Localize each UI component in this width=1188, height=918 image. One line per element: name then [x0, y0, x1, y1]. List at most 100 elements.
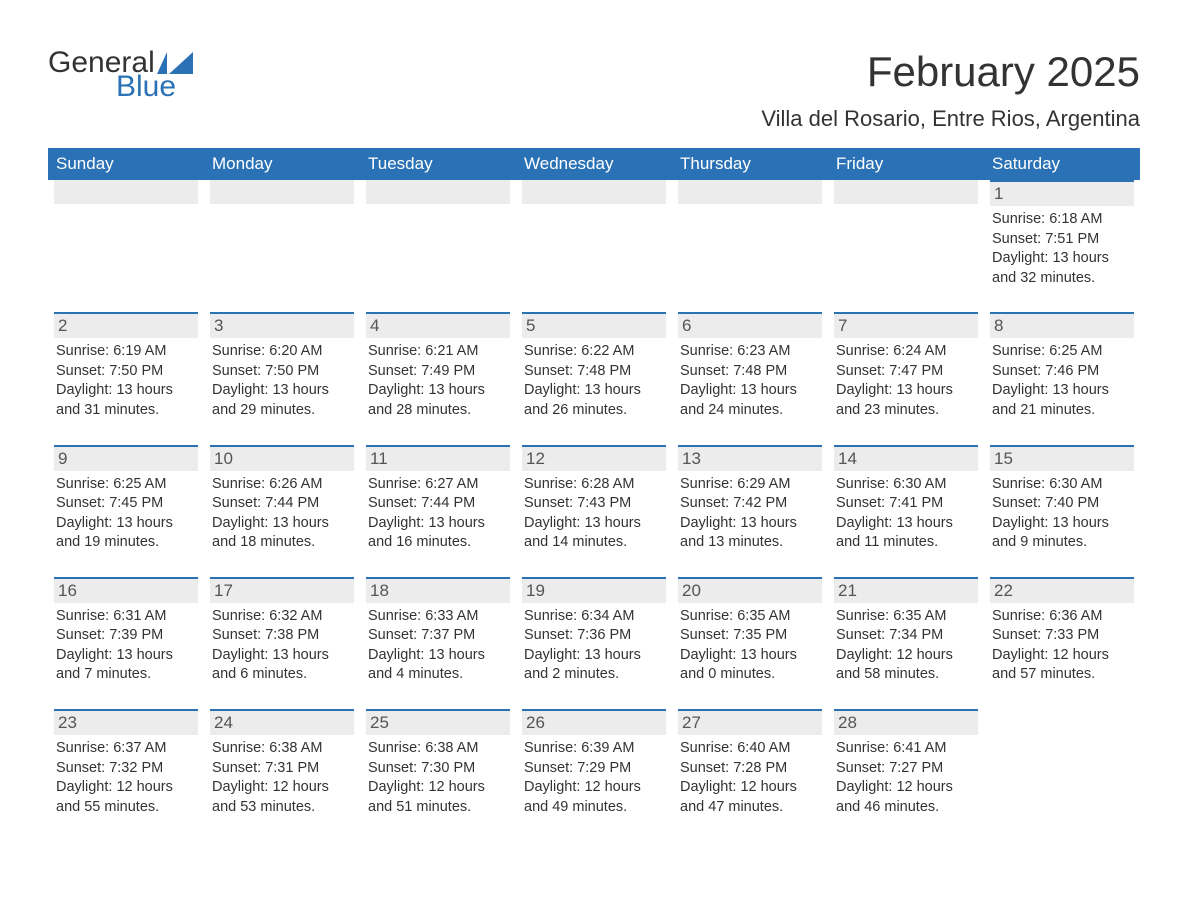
day-cell [672, 180, 828, 312]
day-cell: 27Sunrise: 6:40 AMSunset: 7:28 PMDayligh… [672, 709, 828, 841]
day-cell: 7 Sunrise: 6:24 AMSunset: 7:47 PMDaylight… [828, 312, 984, 444]
daylight-text: Daylight: 13 hours and 21 minutes. [992, 381, 1132, 420]
day-cell: 22Sunrise: 6:36 AMSunset: 7:33 PMDayligh… [984, 577, 1140, 709]
day-cell: 10Sunrise: 6:26 AMSunset: 7:44 PMDayligh… [204, 445, 360, 577]
day-info: Sunrise: 6:38 AMSunset: 7:31 PMDaylight:… [210, 739, 354, 817]
sunset-text: Sunset: 7:38 PM [212, 626, 352, 646]
weekday-monday: Monday [204, 148, 360, 180]
day-info: Sunrise: 6:25 AMSunset: 7:46 PMDaylight:… [990, 342, 1134, 420]
daylight-text: Daylight: 12 hours and 51 minutes. [368, 778, 508, 817]
day-number: 22 [990, 577, 1134, 603]
day-info: Sunrise: 6:29 AMSunset: 7:42 PMDaylight:… [678, 475, 822, 553]
day-cell: 5 Sunrise: 6:22 AMSunset: 7:48 PMDaylight… [516, 312, 672, 444]
day-cell: 14Sunrise: 6:30 AMSunset: 7:41 PMDayligh… [828, 445, 984, 577]
daylight-text: Daylight: 13 hours and 6 minutes. [212, 646, 352, 685]
weeks-container: 1Sunrise: 6:18 AMSunset: 7:51 PMDaylight… [48, 180, 1140, 841]
sunrise-text: Sunrise: 6:27 AM [368, 475, 508, 495]
sunset-text: Sunset: 7:44 PM [212, 494, 352, 514]
daylight-text: Daylight: 13 hours and 18 minutes. [212, 514, 352, 553]
day-number: 11 [366, 445, 510, 471]
sunrise-text: Sunrise: 6:20 AM [212, 342, 352, 362]
day-number [210, 180, 354, 204]
day-info: Sunrise: 6:22 AMSunset: 7:48 PMDaylight:… [522, 342, 666, 420]
week-row: 9 Sunrise: 6:25 AMSunset: 7:45 PMDaylight… [48, 445, 1140, 577]
sunrise-text: Sunrise: 6:36 AM [992, 607, 1132, 627]
sunset-text: Sunset: 7:50 PM [212, 362, 352, 382]
day-info: Sunrise: 6:34 AMSunset: 7:36 PMDaylight:… [522, 607, 666, 685]
day-number: 8 [990, 312, 1134, 338]
sunrise-text: Sunrise: 6:41 AM [836, 739, 976, 759]
day-cell: 20Sunrise: 6:35 AMSunset: 7:35 PMDayligh… [672, 577, 828, 709]
day-number [522, 180, 666, 204]
day-number: 9 [54, 445, 198, 471]
daylight-text: Daylight: 13 hours and 23 minutes. [836, 381, 976, 420]
day-number [366, 180, 510, 204]
sunset-text: Sunset: 7:48 PM [524, 362, 664, 382]
day-info: Sunrise: 6:20 AMSunset: 7:50 PMDaylight:… [210, 342, 354, 420]
day-info: Sunrise: 6:24 AMSunset: 7:47 PMDaylight:… [834, 342, 978, 420]
day-info: Sunrise: 6:19 AMSunset: 7:50 PMDaylight:… [54, 342, 198, 420]
day-cell: 4Sunrise: 6:21 AMSunset: 7:49 PMDaylight… [360, 312, 516, 444]
day-number [834, 180, 978, 204]
day-info: Sunrise: 6:28 AMSunset: 7:43 PMDaylight:… [522, 475, 666, 553]
day-number: 10 [210, 445, 354, 471]
day-cell: 24Sunrise: 6:38 AMSunset: 7:31 PMDayligh… [204, 709, 360, 841]
logo: General Blue [48, 48, 193, 102]
sunrise-text: Sunrise: 6:19 AM [56, 342, 196, 362]
sunrise-text: Sunrise: 6:30 AM [836, 475, 976, 495]
day-number: 6 [678, 312, 822, 338]
day-info: Sunrise: 6:35 AMSunset: 7:34 PMDaylight:… [834, 607, 978, 685]
title-block: February 2025 Villa del Rosario, Entre R… [761, 48, 1140, 132]
day-info: Sunrise: 6:40 AMSunset: 7:28 PMDaylight:… [678, 739, 822, 817]
sunset-text: Sunset: 7:47 PM [836, 362, 976, 382]
day-number [54, 180, 198, 204]
weekday-wednesday: Wednesday [516, 148, 672, 180]
day-number: 5 [522, 312, 666, 338]
day-cell: 2 Sunrise: 6:19 AMSunset: 7:50 PMDaylight… [48, 312, 204, 444]
day-cell: 16Sunrise: 6:31 AMSunset: 7:39 PMDayligh… [48, 577, 204, 709]
day-cell [360, 180, 516, 312]
sunrise-text: Sunrise: 6:22 AM [524, 342, 664, 362]
day-cell [516, 180, 672, 312]
sunrise-text: Sunrise: 6:30 AM [992, 475, 1132, 495]
sunrise-text: Sunrise: 6:29 AM [680, 475, 820, 495]
day-cell: 15Sunrise: 6:30 AMSunset: 7:40 PMDayligh… [984, 445, 1140, 577]
day-cell [204, 180, 360, 312]
daylight-text: Daylight: 13 hours and 28 minutes. [368, 381, 508, 420]
day-cell: 3Sunrise: 6:20 AMSunset: 7:50 PMDaylight… [204, 312, 360, 444]
day-info: Sunrise: 6:35 AMSunset: 7:35 PMDaylight:… [678, 607, 822, 685]
day-number: 7 [834, 312, 978, 338]
sunset-text: Sunset: 7:32 PM [56, 759, 196, 779]
daylight-text: Daylight: 12 hours and 46 minutes. [836, 778, 976, 817]
sunset-text: Sunset: 7:37 PM [368, 626, 508, 646]
week-row: 1Sunrise: 6:18 AMSunset: 7:51 PMDaylight… [48, 180, 1140, 312]
day-info: Sunrise: 6:33 AMSunset: 7:37 PMDaylight:… [366, 607, 510, 685]
sunrise-text: Sunrise: 6:33 AM [368, 607, 508, 627]
day-number: 23 [54, 709, 198, 735]
weekday-sunday: Sunday [48, 148, 204, 180]
week-row: 16Sunrise: 6:31 AMSunset: 7:39 PMDayligh… [48, 577, 1140, 709]
day-number: 12 [522, 445, 666, 471]
sunrise-text: Sunrise: 6:38 AM [368, 739, 508, 759]
sunrise-text: Sunrise: 6:28 AM [524, 475, 664, 495]
day-number: 18 [366, 577, 510, 603]
sunset-text: Sunset: 7:41 PM [836, 494, 976, 514]
sunrise-text: Sunrise: 6:24 AM [836, 342, 976, 362]
sunset-text: Sunset: 7:28 PM [680, 759, 820, 779]
sunset-text: Sunset: 7:46 PM [992, 362, 1132, 382]
daylight-text: Daylight: 13 hours and 0 minutes. [680, 646, 820, 685]
header-row: General Blue February 2025 Villa del Ros… [48, 48, 1140, 132]
sunrise-text: Sunrise: 6:25 AM [56, 475, 196, 495]
sunset-text: Sunset: 7:40 PM [992, 494, 1132, 514]
logo-text-blue: Blue [116, 72, 193, 102]
day-info: Sunrise: 6:39 AMSunset: 7:29 PMDaylight:… [522, 739, 666, 817]
day-cell [984, 709, 1140, 841]
sunrise-text: Sunrise: 6:23 AM [680, 342, 820, 362]
daylight-text: Daylight: 12 hours and 53 minutes. [212, 778, 352, 817]
day-cell: 17Sunrise: 6:32 AMSunset: 7:38 PMDayligh… [204, 577, 360, 709]
day-info: Sunrise: 6:37 AMSunset: 7:32 PMDaylight:… [54, 739, 198, 817]
day-number: 2 [54, 312, 198, 338]
day-info: Sunrise: 6:25 AMSunset: 7:45 PMDaylight:… [54, 475, 198, 553]
day-info: Sunrise: 6:30 AMSunset: 7:40 PMDaylight:… [990, 475, 1134, 553]
sunrise-text: Sunrise: 6:18 AM [992, 210, 1132, 230]
